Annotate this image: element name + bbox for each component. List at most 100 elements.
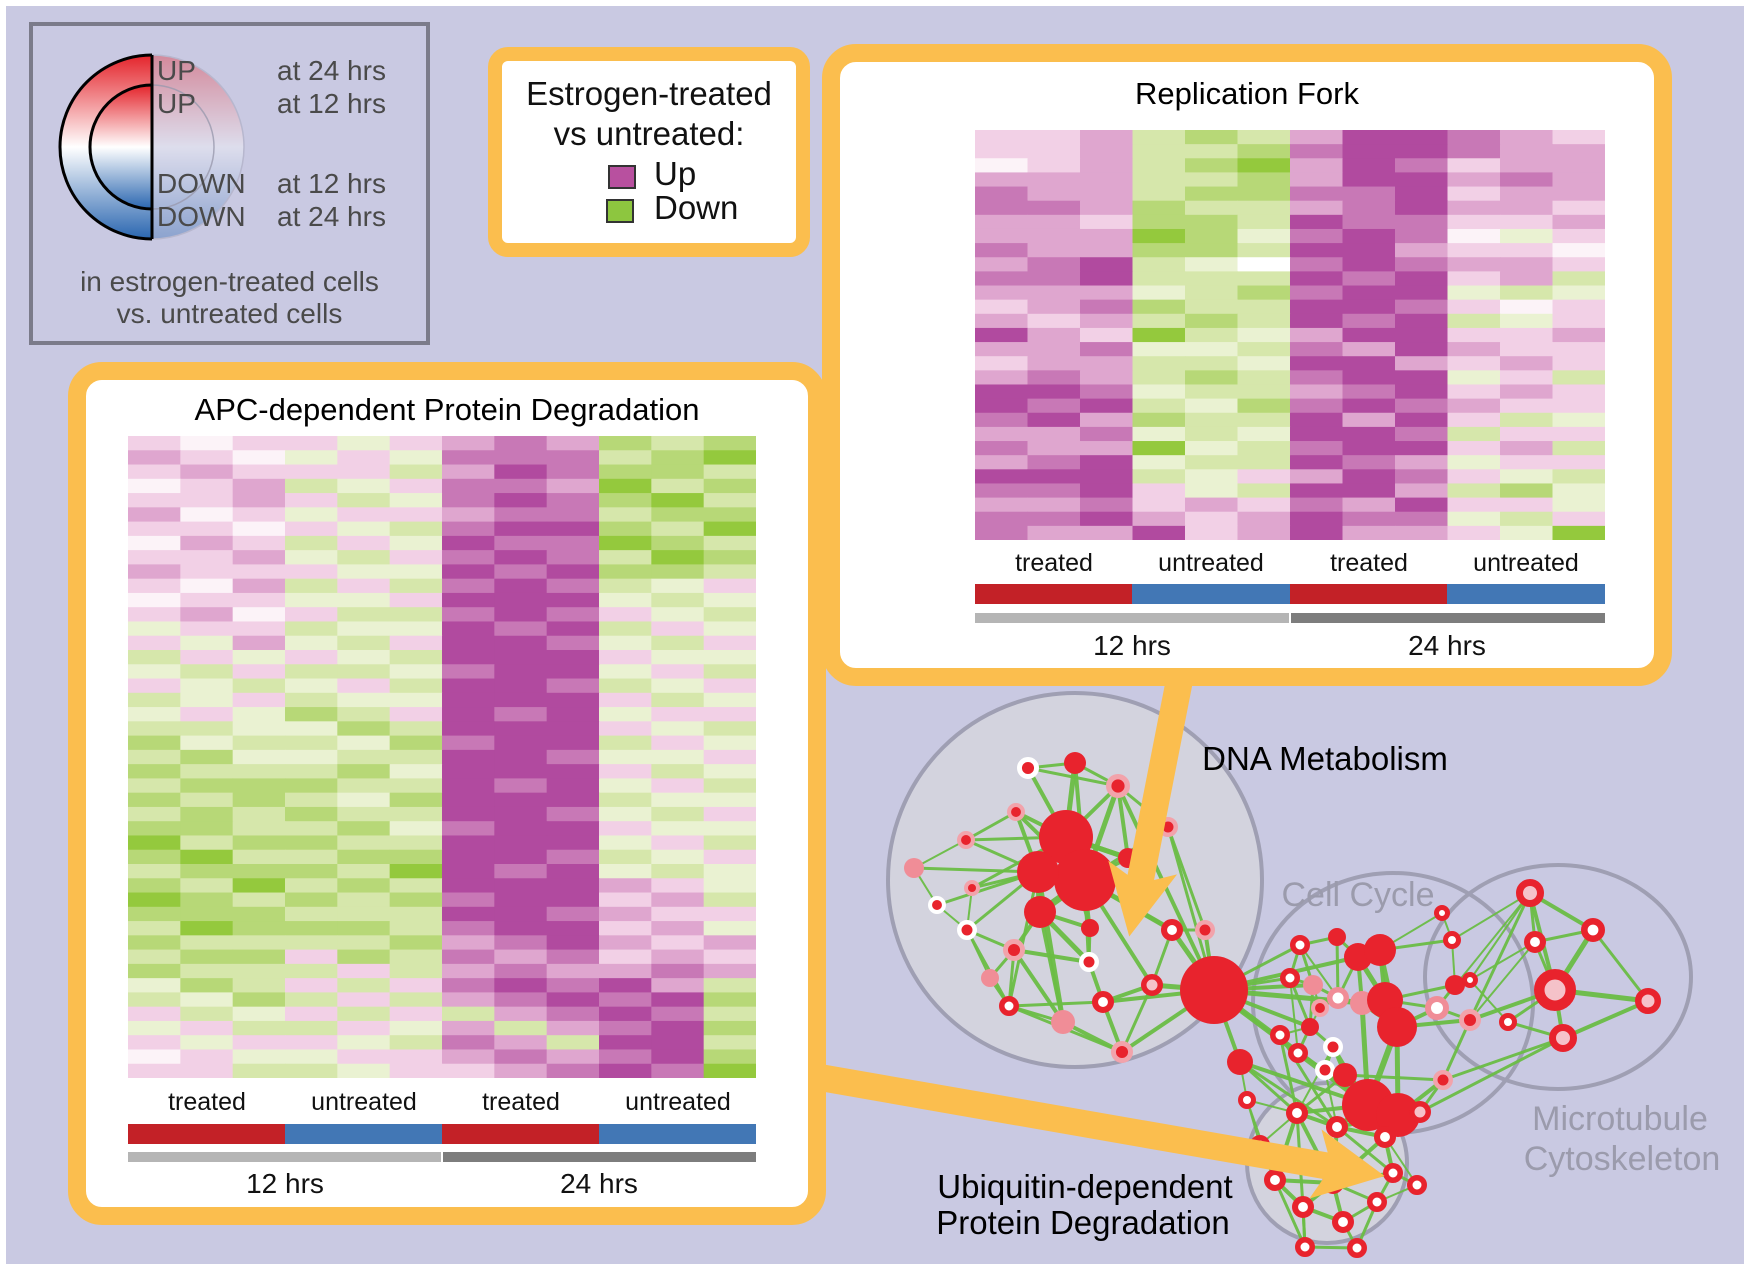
network-node <box>1443 931 1461 949</box>
heatmap-cell <box>975 313 1028 329</box>
heatmap-cell <box>546 764 600 779</box>
heatmap-cell <box>546 493 600 508</box>
heatmap-cell <box>1080 257 1133 272</box>
heatmap-cell <box>128 578 181 594</box>
cluster-label-microtubule-line2: Cytoskeleton <box>1523 1140 1721 1178</box>
heatmap-cell <box>975 412 1028 428</box>
heatmap-cell <box>389 735 443 751</box>
network-node <box>1364 934 1396 966</box>
heatmap-cell <box>285 921 338 936</box>
heatmap-cell <box>337 478 391 494</box>
network-node <box>1295 1237 1315 1257</box>
heatmap-cell <box>337 792 391 808</box>
heatmap-cell <box>494 535 548 551</box>
heatmap-cell <box>1500 172 1553 188</box>
heatmap-cell <box>546 978 600 993</box>
heatmap-cell <box>1395 370 1448 385</box>
heatmap-cell <box>1080 525 1133 540</box>
heatmap-cell <box>1027 441 1081 456</box>
heatmap-cell <box>975 441 1028 456</box>
heatmap-cell <box>703 892 756 908</box>
heatmap-cell <box>337 835 391 851</box>
heatmap-cell <box>651 535 705 551</box>
heatmap-cell <box>975 200 1028 216</box>
heatmap-cell <box>1552 342 1605 357</box>
heatmap-cell <box>599 650 652 665</box>
heatmap-cell <box>494 992 548 1008</box>
network-node <box>1002 938 1025 961</box>
heatmap-cell <box>599 493 652 508</box>
heatmap-cell <box>651 592 705 608</box>
heatmap-cell <box>1027 511 1081 527</box>
heatmap-cell <box>1395 200 1448 216</box>
network-node <box>1017 851 1059 893</box>
heatmap-cell <box>1395 483 1448 499</box>
heatmap-cell <box>546 1049 600 1065</box>
heatmap-cell <box>494 521 548 537</box>
heatmap-cell <box>1185 441 1238 456</box>
heatmap-cell <box>285 1006 338 1022</box>
heatmap-cell <box>232 978 286 993</box>
heatmap-cell <box>1132 412 1186 428</box>
heatmap-cell <box>1132 370 1186 385</box>
heatmap-cell <box>703 664 756 680</box>
heatmap-cell <box>1290 412 1343 428</box>
heatmap-cell <box>1395 426 1448 442</box>
heatmap-cell <box>1342 228 1396 244</box>
heatmap-cell <box>1237 342 1291 357</box>
heatmap-cell <box>180 621 234 637</box>
rep-group-label-1: treated <box>1015 549 1093 577</box>
heatmap-cell <box>1395 271 1448 287</box>
heatmap-cell <box>1290 257 1343 272</box>
heatmap-cell <box>442 621 495 637</box>
network-node <box>928 896 947 915</box>
heatmap-cell <box>1500 412 1553 428</box>
heatmap-cell <box>1552 511 1605 527</box>
heatmap-cell <box>232 864 286 879</box>
network-edge <box>1239 1060 1338 1129</box>
heatmap-cell <box>389 692 443 708</box>
heatmap-cell <box>389 478 443 494</box>
heatmap-cell <box>1185 144 1238 159</box>
heatmap-cell <box>651 493 705 508</box>
heatmap-cell <box>546 678 600 694</box>
heatmap-cell <box>1342 313 1396 329</box>
heatmap-cell <box>389 650 443 665</box>
heatmap-cell <box>285 692 338 708</box>
heatmap-cell <box>128 1035 181 1050</box>
heatmap-cell <box>1237 511 1291 527</box>
heatmap-cell <box>1552 525 1605 540</box>
network-node <box>1376 1093 1420 1137</box>
network-node <box>1534 969 1576 1011</box>
heatmap-cell <box>285 507 338 523</box>
heatmap-cell <box>651 778 705 794</box>
heatmap-cell <box>703 493 756 508</box>
heatmap-cell <box>285 721 338 737</box>
heatmap-cell <box>1500 285 1553 301</box>
heatmap-cell <box>651 1035 705 1050</box>
heatmap-cell <box>1132 285 1186 301</box>
heatmap-cell <box>1552 469 1605 484</box>
heatmap-cell <box>599 635 652 651</box>
heatmap-cell <box>232 778 286 794</box>
network-node <box>1238 1091 1256 1109</box>
heatmap-cell <box>1185 158 1238 173</box>
heatmap-cell <box>546 564 600 580</box>
heatmap-cell <box>128 635 181 651</box>
network-node <box>1180 956 1248 1024</box>
heatmap-cell <box>1290 172 1343 188</box>
ring-row-up12-dir: UP <box>157 88 196 119</box>
heatmap-cell <box>1290 313 1343 329</box>
heatmap-cell <box>285 635 338 651</box>
network-node <box>1081 919 1099 937</box>
network-edge <box>1027 766 1119 788</box>
heatmap-cell <box>651 521 705 537</box>
heatmap-cell <box>1447 412 1501 428</box>
apc-degradation-panel: APC-dependent Protein Degradation treate… <box>68 362 826 1225</box>
heatmap-cell <box>180 792 234 808</box>
heatmap-cell <box>442 607 495 622</box>
heatmap-cell <box>546 806 600 822</box>
heatmap-cell <box>442 678 495 694</box>
heatmap-cell <box>1447 426 1501 442</box>
heatmap-cell <box>285 621 338 637</box>
